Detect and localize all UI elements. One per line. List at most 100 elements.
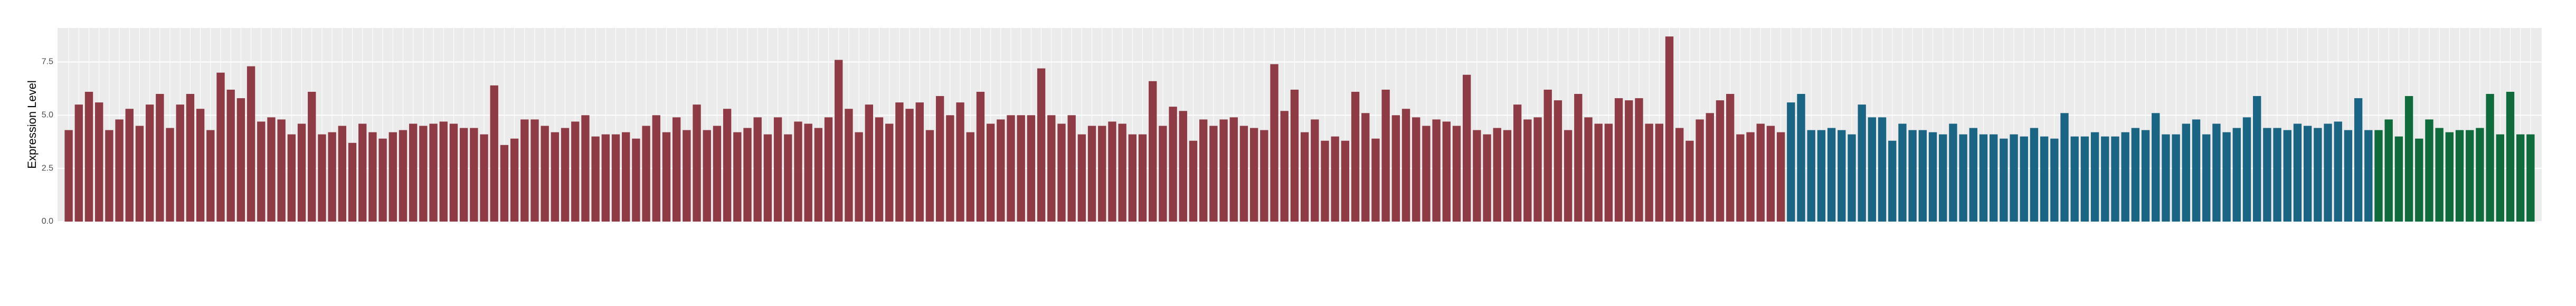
bar [1797,94,1805,222]
bar [2425,119,2433,222]
bar [216,72,225,222]
bar [925,130,934,222]
bar [409,123,418,222]
bar [642,126,650,222]
bar [1990,134,1998,222]
bar [2486,94,2494,222]
bar [2404,96,2413,222]
bar [318,134,326,222]
bar [1554,100,1562,222]
y-tick-label: 2.5 [42,164,53,173]
bar [358,123,367,222]
y-tick-label: 7.5 [42,58,53,66]
bar [439,121,448,222]
bar [500,145,509,222]
bar [1381,89,1390,222]
bar [84,91,93,222]
bar [1229,117,1238,222]
bar [1391,115,1400,222]
bar [581,115,590,222]
y-tick-label: 5.0 [42,111,53,120]
bar [763,134,772,222]
bar [1776,132,1785,222]
bar [2080,136,2089,222]
bar [399,130,408,222]
bar [145,104,154,222]
bar [1898,123,1907,222]
bar [1584,117,1593,222]
bar [1311,119,1319,222]
bar [845,109,853,222]
bar [2131,128,2140,222]
bar [2415,138,2423,222]
bar [2273,128,2281,222]
bar [2435,128,2444,222]
bar [1969,128,1977,222]
bar [571,121,580,222]
bar [1087,126,1096,222]
bar [1726,94,1735,222]
bar [1888,140,1897,222]
bar [135,126,144,222]
bar [753,117,762,222]
bar [2496,134,2504,222]
bar [2050,138,2059,222]
bar [1817,130,1826,222]
bar [1300,132,1309,222]
bar [1179,111,1187,222]
bar [2111,136,2119,222]
bar [64,130,73,222]
bar [1047,115,1056,222]
bar [1260,130,1268,222]
bar [2192,119,2201,222]
bar [1928,132,1937,222]
bar [1169,107,1177,222]
bar [226,89,235,222]
bar [2293,123,2302,222]
bar [1483,134,1491,222]
bar [1848,134,1856,222]
bar [662,132,671,222]
bar [1665,36,1674,222]
bar [794,121,802,222]
bar [186,94,195,222]
bar [156,94,164,222]
bar [277,119,286,222]
bar [389,132,397,222]
bar [1523,119,1532,222]
bar [1959,134,1967,222]
bar [2526,134,2535,222]
bar [2394,136,2403,222]
bar [2141,130,2150,222]
bar [1037,68,1046,222]
bar [1159,126,1167,222]
bar [2020,136,2028,222]
bar [2222,132,2231,222]
bar [946,115,954,222]
bar [2202,134,2211,222]
bar [1371,138,1380,222]
bar [1128,134,1137,222]
bar [1736,134,1745,222]
bar [459,128,468,222]
bar [733,132,742,222]
bar [1949,123,1957,222]
bar [328,132,336,222]
bar [1108,121,1116,222]
bar [2010,134,2018,222]
bar [773,117,782,222]
bar [1007,115,1015,222]
bar [1543,89,1552,222]
bar [1462,74,1471,222]
bar [875,117,884,222]
bar [206,130,215,222]
bar [1331,136,1339,222]
bar [895,102,904,222]
bar [966,132,974,222]
bar [541,126,549,222]
bar [287,134,296,222]
bar [865,104,873,222]
bar [378,138,387,222]
bar [2090,132,2099,222]
